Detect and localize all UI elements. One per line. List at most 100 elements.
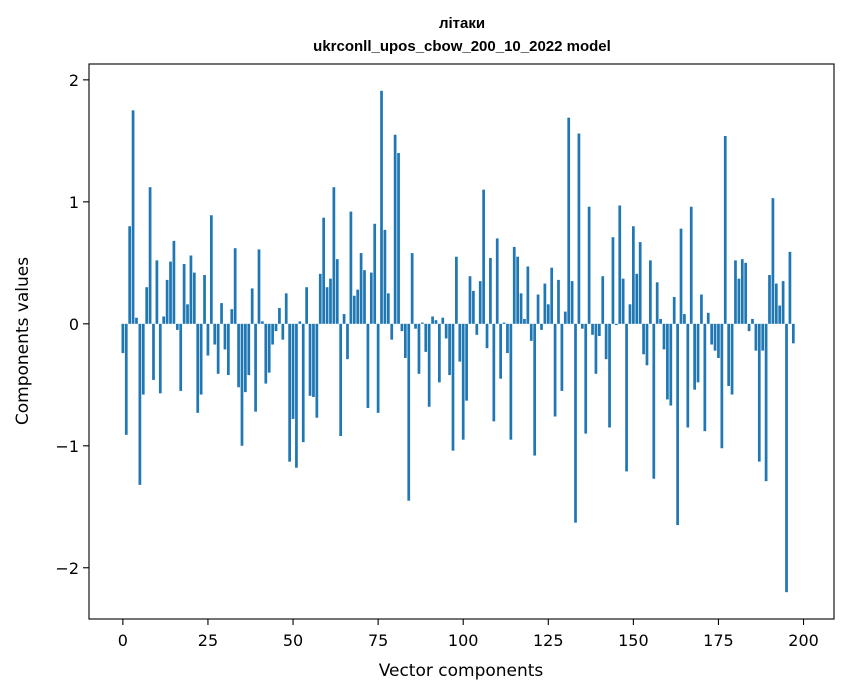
bar [131,110,135,324]
bar [574,323,577,523]
bar [655,282,659,324]
bar [550,267,554,324]
bar [349,211,353,324]
bar [448,323,451,376]
x-tick-label: 175 [703,631,734,650]
bar [649,260,652,324]
bar [315,323,319,418]
bar [577,133,581,324]
bar [223,323,227,350]
bar [281,323,285,340]
bar [546,304,550,324]
bar [580,323,584,329]
bar [584,323,588,434]
bar [199,323,203,395]
bar [791,323,795,344]
bar [730,323,734,395]
bar [594,323,598,374]
bar [165,279,169,324]
bar [155,260,159,324]
x-tick-label: 50 [283,631,303,650]
bar [632,226,635,324]
bar [485,323,489,349]
bar [523,318,526,324]
bar [240,323,244,446]
bar [611,237,615,324]
bar [179,323,183,391]
bar [434,320,438,324]
bar [400,323,404,332]
bar [438,323,441,383]
bar [672,296,676,324]
bar [771,198,775,324]
bar [295,323,298,468]
bar [720,323,724,449]
bar [206,323,210,356]
bar [597,323,601,337]
bar [495,238,499,324]
bar [175,323,179,330]
bar [332,187,336,324]
bar [237,323,240,388]
bar [679,228,683,324]
bar [499,323,502,379]
bar [162,316,166,324]
bar [778,305,782,324]
bar [261,321,264,324]
bar [587,206,591,324]
x-axis-ticks: 0 25 50 75 100 125 150 175 200 [118,619,819,650]
bar [727,323,731,387]
bar [509,323,513,440]
bar [421,322,424,324]
bar [543,283,547,324]
bar [308,323,312,396]
bar [717,323,720,358]
x-axis-label: Vector components [379,661,544,681]
bar [689,206,693,324]
bar [376,323,380,413]
bar [536,294,540,324]
bar [703,323,707,432]
bar [788,251,792,324]
x-tick-label: 0 [118,631,128,650]
bar [563,311,567,324]
bar [737,278,741,324]
bar [683,314,686,324]
bar [267,323,271,373]
bar [764,323,768,482]
bar [339,323,343,437]
bar [186,304,189,324]
bar [478,281,482,324]
bar [706,312,710,324]
bar [455,256,458,324]
y-tick-label: 0 [69,315,79,334]
bar [366,323,370,408]
bar [335,259,339,324]
bar [288,323,291,462]
bar [274,323,278,332]
bar [666,323,669,400]
bar [754,323,758,351]
bar [145,287,149,324]
y-tick-label: −1 [55,437,79,456]
chart-subtitle: ukrconll_upos_cbow_200_10_2022 model [313,38,611,55]
bar [247,323,251,376]
bar [774,283,778,324]
bar [172,240,176,324]
bar [216,323,220,374]
bar [141,323,145,395]
bar [356,289,360,324]
bar [284,293,288,324]
bar [757,323,761,462]
bar [414,323,417,329]
bar [540,323,543,330]
bar [250,288,254,324]
bar [659,318,662,324]
bar [614,323,618,326]
bar [271,323,274,345]
bar [686,323,690,428]
bar [489,257,492,324]
bar [451,323,455,451]
bar [751,318,754,324]
bar [342,314,346,324]
